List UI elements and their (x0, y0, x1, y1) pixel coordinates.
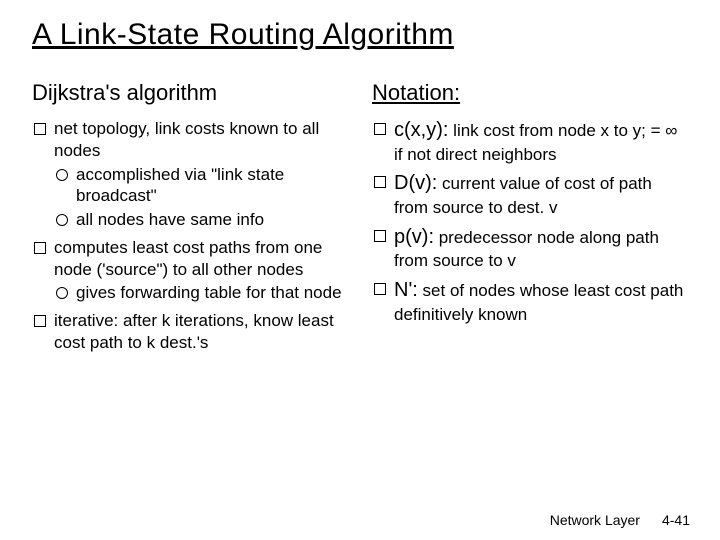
sublist: accomplished via "link state broadcast" … (54, 164, 348, 231)
list-item: N': set of nodes whose least cost path d… (372, 278, 688, 325)
left-heading: Dijkstra's algorithm (32, 80, 348, 106)
footer: Network Layer 4-41 (550, 512, 690, 528)
notation-desc: set of nodes whose least cost path defin… (394, 281, 683, 324)
list-item: D(v): current value of cost of path from… (372, 171, 688, 218)
footer-page: 4-41 (662, 512, 690, 528)
right-column: Notation: c(x,y): link cost from node x … (372, 80, 688, 360)
sublist-item: accomplished via "link state broadcast" (54, 164, 348, 208)
list-item: p(v): predecessor node along path from s… (372, 225, 688, 272)
notation-desc: predecessor node along path from source … (394, 228, 659, 271)
sublist-item: all nodes have same info (54, 209, 348, 231)
right-list: c(x,y): link cost from node x to y; = ∞ … (372, 118, 688, 325)
list-item-text: computes least cost paths from one node … (54, 238, 322, 279)
page-title: A Link-State Routing Algorithm (32, 18, 688, 52)
list-item-text: iterative: after k iterations, know leas… (54, 311, 334, 352)
content-columns: Dijkstra's algorithm net topology, link … (32, 80, 688, 360)
list-item: net topology, link costs known to all no… (32, 118, 348, 231)
notation-term: N': (394, 279, 418, 301)
notation-term: c(x,y): (394, 119, 448, 141)
list-item: computes least cost paths from one node … (32, 237, 348, 304)
right-heading: Notation: (372, 80, 688, 106)
sublist-item: gives forwarding table for that node (54, 282, 348, 304)
list-item: iterative: after k iterations, know leas… (32, 310, 348, 354)
footer-section: Network Layer (550, 512, 640, 528)
sublist: gives forwarding table for that node (54, 282, 348, 304)
notation-term: D(v): (394, 172, 437, 194)
list-item-text: net topology, link costs known to all no… (54, 119, 319, 160)
left-column: Dijkstra's algorithm net topology, link … (32, 80, 348, 360)
left-list: net topology, link costs known to all no… (32, 118, 348, 354)
notation-term: p(v): (394, 226, 434, 248)
list-item: c(x,y): link cost from node x to y; = ∞ … (372, 118, 688, 165)
